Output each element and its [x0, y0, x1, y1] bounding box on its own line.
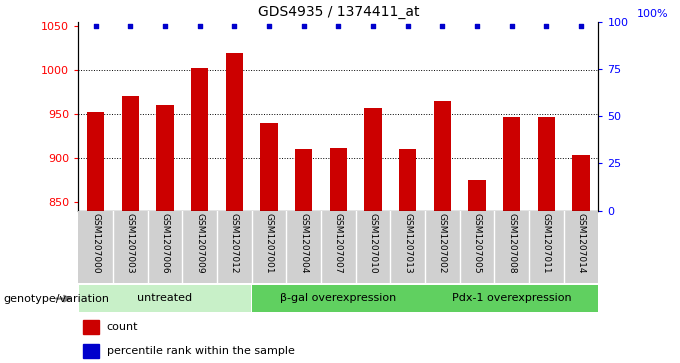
Bar — [573, 155, 590, 211]
Point — [263, 23, 274, 28]
Point — [159, 23, 170, 28]
Point — [367, 23, 378, 28]
Text: GSM1207003: GSM1207003 — [126, 213, 135, 273]
Text: GSM1207011: GSM1207011 — [542, 213, 551, 273]
Text: GSM1207002: GSM1207002 — [438, 213, 447, 273]
Point — [194, 23, 205, 28]
Bar — [84, 320, 99, 334]
Bar — [426, 285, 598, 313]
Text: 100%: 100% — [637, 9, 669, 19]
Text: GSM1207006: GSM1207006 — [160, 213, 169, 273]
Text: GSM1207001: GSM1207001 — [265, 213, 273, 273]
Bar — [156, 105, 173, 211]
Text: GSM1207012: GSM1207012 — [230, 213, 239, 273]
Point — [298, 23, 309, 28]
Bar — [226, 53, 243, 211]
Point — [333, 23, 343, 28]
Text: GSM1207009: GSM1207009 — [195, 213, 204, 273]
Text: GSM1207005: GSM1207005 — [473, 213, 481, 273]
Bar — [469, 180, 486, 211]
Text: percentile rank within the sample: percentile rank within the sample — [107, 346, 294, 356]
Bar — [122, 97, 139, 211]
Text: GSM1207004: GSM1207004 — [299, 213, 308, 273]
Text: GSM1207010: GSM1207010 — [369, 213, 377, 273]
Text: Pdx-1 overexpression: Pdx-1 overexpression — [452, 293, 571, 303]
Point — [90, 23, 101, 28]
Bar — [252, 285, 424, 313]
Point — [402, 23, 413, 28]
Point — [437, 23, 447, 28]
Bar — [434, 101, 451, 211]
Bar — [295, 149, 312, 211]
Text: GSM1207014: GSM1207014 — [577, 213, 585, 273]
Bar — [330, 148, 347, 211]
Text: β-gal overexpression: β-gal overexpression — [280, 293, 396, 303]
Bar — [399, 149, 416, 211]
Point — [228, 23, 239, 28]
Point — [541, 23, 551, 28]
Text: GSM1207008: GSM1207008 — [507, 213, 516, 273]
Point — [471, 23, 482, 28]
Point — [506, 23, 517, 28]
Text: GSM1207000: GSM1207000 — [91, 213, 100, 273]
Point — [575, 23, 586, 28]
Text: untreated: untreated — [137, 293, 192, 303]
Text: count: count — [107, 322, 138, 332]
Bar — [87, 112, 104, 211]
Bar — [364, 108, 381, 211]
Point — [124, 23, 135, 28]
Bar — [191, 68, 208, 211]
Text: genotype/variation: genotype/variation — [3, 294, 109, 303]
Bar — [538, 117, 555, 211]
Title: GDS4935 / 1374411_at: GDS4935 / 1374411_at — [258, 5, 419, 19]
Bar — [79, 285, 251, 313]
Bar — [260, 123, 277, 211]
Text: GSM1207007: GSM1207007 — [334, 213, 343, 273]
Bar — [84, 344, 99, 358]
Bar — [503, 117, 520, 211]
Text: GSM1207013: GSM1207013 — [403, 213, 412, 273]
